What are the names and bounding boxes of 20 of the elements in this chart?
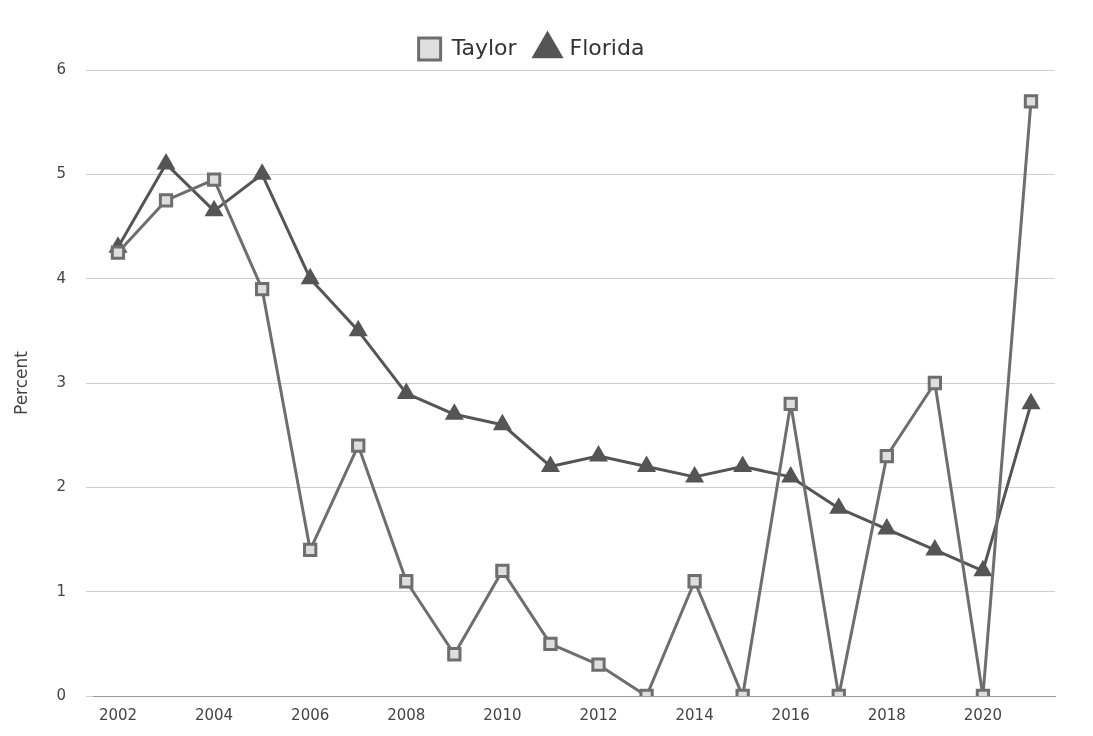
y-tick-label: 5 xyxy=(56,164,66,183)
x-tick-label: 2020 xyxy=(963,705,1003,724)
x-tick-label: 2008 xyxy=(387,705,426,724)
legend-label: Taylor xyxy=(450,34,518,60)
x-tick-label: 2012 xyxy=(579,705,618,724)
y-tick-label: 0 xyxy=(56,685,66,704)
x-tick-label: 2002 xyxy=(98,705,138,724)
x-tick-label: 2018 xyxy=(867,705,906,724)
legend-label: Florida xyxy=(569,34,645,60)
x-tick-label: 2010 xyxy=(483,705,522,724)
y-tick-label: 2 xyxy=(56,477,66,496)
y-tick-label: 6 xyxy=(56,59,66,78)
x-tick-label: 2004 xyxy=(194,705,234,724)
x-tick-label: 2016 xyxy=(771,705,810,724)
y-tick-label: 4 xyxy=(56,268,66,287)
y-tick-label: 1 xyxy=(56,581,66,600)
y-tick-label: 3 xyxy=(56,372,66,391)
x-tick-label: 2006 xyxy=(291,705,330,724)
y-axis-title: Percent xyxy=(10,350,31,415)
x-tick-label: 2014 xyxy=(675,705,714,724)
